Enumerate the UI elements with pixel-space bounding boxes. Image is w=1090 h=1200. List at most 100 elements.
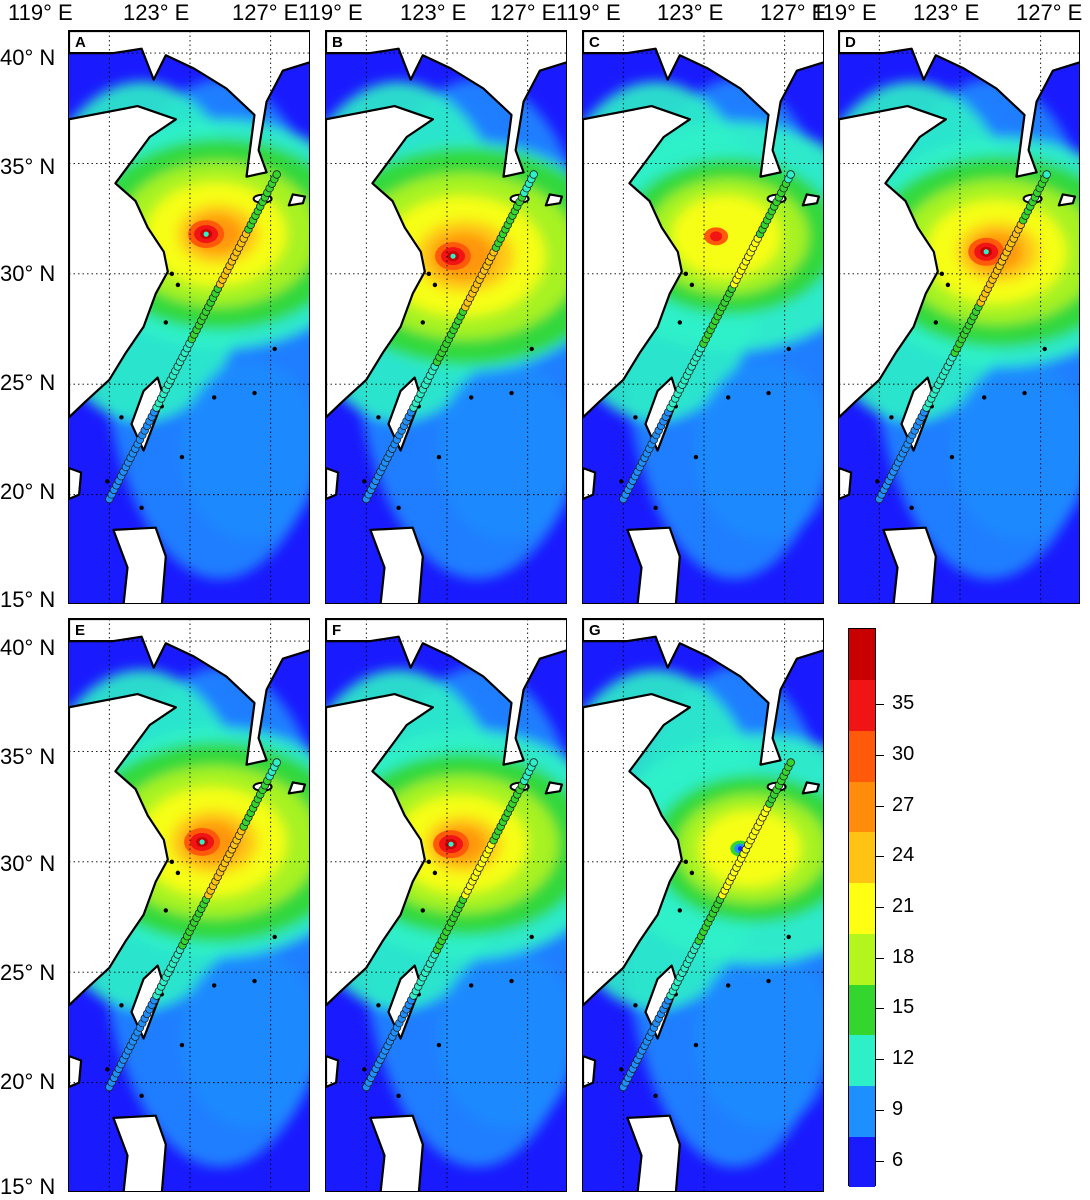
land-polygon <box>69 31 309 178</box>
land-polygon <box>326 619 566 766</box>
islet <box>420 320 425 325</box>
land-polygon <box>839 104 948 419</box>
map-panel-c: C <box>582 30 824 604</box>
map-plot <box>69 619 309 1191</box>
islet <box>163 320 168 325</box>
colorbar-segment <box>849 984 875 1036</box>
islet <box>786 346 791 352</box>
map-panel-g: G <box>582 618 824 1192</box>
colorbar-tick <box>876 1008 884 1010</box>
colorbar-tick-label: 35 <box>892 692 915 715</box>
storm-eye <box>983 249 989 255</box>
islet <box>432 282 438 288</box>
islet <box>689 870 695 876</box>
islet <box>436 454 442 460</box>
track-point <box>786 758 795 767</box>
land-polygon <box>583 692 692 1007</box>
land-polygon <box>69 692 178 1007</box>
islet <box>1022 390 1027 396</box>
land-polygon <box>112 1114 167 1191</box>
islet <box>653 1093 658 1099</box>
storm-eye <box>199 839 205 845</box>
contour-band <box>437 360 566 541</box>
colorbar <box>848 628 876 1188</box>
islet <box>362 479 367 484</box>
colorbar-tick-label: 30 <box>892 742 915 765</box>
land-polygon <box>801 193 820 207</box>
track-point <box>529 170 538 179</box>
islet <box>175 870 181 876</box>
islet <box>105 479 110 484</box>
islet <box>683 859 689 865</box>
y-tick-label: 20° N <box>0 479 56 504</box>
land-polygon <box>801 781 820 795</box>
islet <box>272 346 277 352</box>
islet <box>362 1067 367 1072</box>
land-polygon <box>839 31 1079 178</box>
islet <box>909 505 914 511</box>
islet <box>693 454 699 460</box>
map-plot <box>69 31 309 603</box>
colorbar-tick-label: 18 <box>892 945 915 968</box>
islet <box>633 1003 638 1008</box>
map-plot <box>326 619 566 1191</box>
islet <box>509 390 514 396</box>
islet <box>396 505 401 511</box>
islet <box>252 390 257 396</box>
colorbar-segment <box>849 831 875 884</box>
colorbar-tick-label: 12 <box>892 1047 915 1070</box>
track-point <box>272 758 281 767</box>
x-tick-label: 127° E <box>760 0 827 25</box>
islet <box>179 1042 185 1048</box>
land-polygon <box>326 692 435 1007</box>
colorbar-tick <box>876 856 884 858</box>
islet <box>677 908 682 913</box>
y-tick-label: 25° N <box>0 960 56 985</box>
storm-eye <box>203 231 209 237</box>
islet <box>376 1003 381 1008</box>
islet <box>469 395 474 400</box>
islet <box>633 415 638 420</box>
colorbar-segment <box>849 629 875 681</box>
panel-label: B <box>332 34 343 51</box>
y-tick-label: 35° N <box>0 154 56 179</box>
colorbar-tick <box>876 1160 884 1162</box>
islet <box>426 271 432 277</box>
contour-band <box>694 360 823 541</box>
islet <box>376 415 381 420</box>
x-tick-label: 123° E <box>913 0 980 25</box>
colorbar-segment <box>849 933 875 985</box>
map-panel-d: D <box>838 30 1080 604</box>
x-tick-label: 119° E <box>556 0 621 25</box>
colorbar-tick <box>876 1059 884 1061</box>
colorbar-segment <box>849 679 875 731</box>
islet <box>693 1042 699 1048</box>
islet <box>426 859 432 865</box>
x-tick-label: 127° E <box>490 0 557 25</box>
land-polygon <box>1057 193 1076 207</box>
islet <box>766 390 771 396</box>
colorbar-tick-label: 21 <box>892 895 915 917</box>
track-point <box>272 170 281 179</box>
land-polygon <box>882 526 937 603</box>
colorbar-tick <box>876 805 884 807</box>
islet <box>169 271 175 277</box>
colorbar-segment <box>849 1085 875 1137</box>
colorbar-segment <box>849 781 875 833</box>
land-polygon <box>326 104 435 419</box>
land-polygon <box>326 31 566 178</box>
colorbar-tick-label: 24 <box>892 844 915 867</box>
islet <box>436 1042 442 1048</box>
map-panel-e: E <box>68 618 310 1192</box>
land-polygon <box>369 1114 424 1191</box>
y-tick-label: 40° N <box>0 635 56 660</box>
islet <box>1042 346 1047 352</box>
colorbar-tick-label: 6 <box>892 1148 904 1171</box>
panel-label: G <box>589 622 601 639</box>
contour-band <box>694 948 823 1129</box>
islet <box>689 282 695 288</box>
y-tick-label: 15° N <box>0 587 56 612</box>
y-tick-label: 35° N <box>0 744 56 769</box>
land-polygon <box>626 1114 681 1191</box>
colorbar-tick <box>876 907 884 908</box>
